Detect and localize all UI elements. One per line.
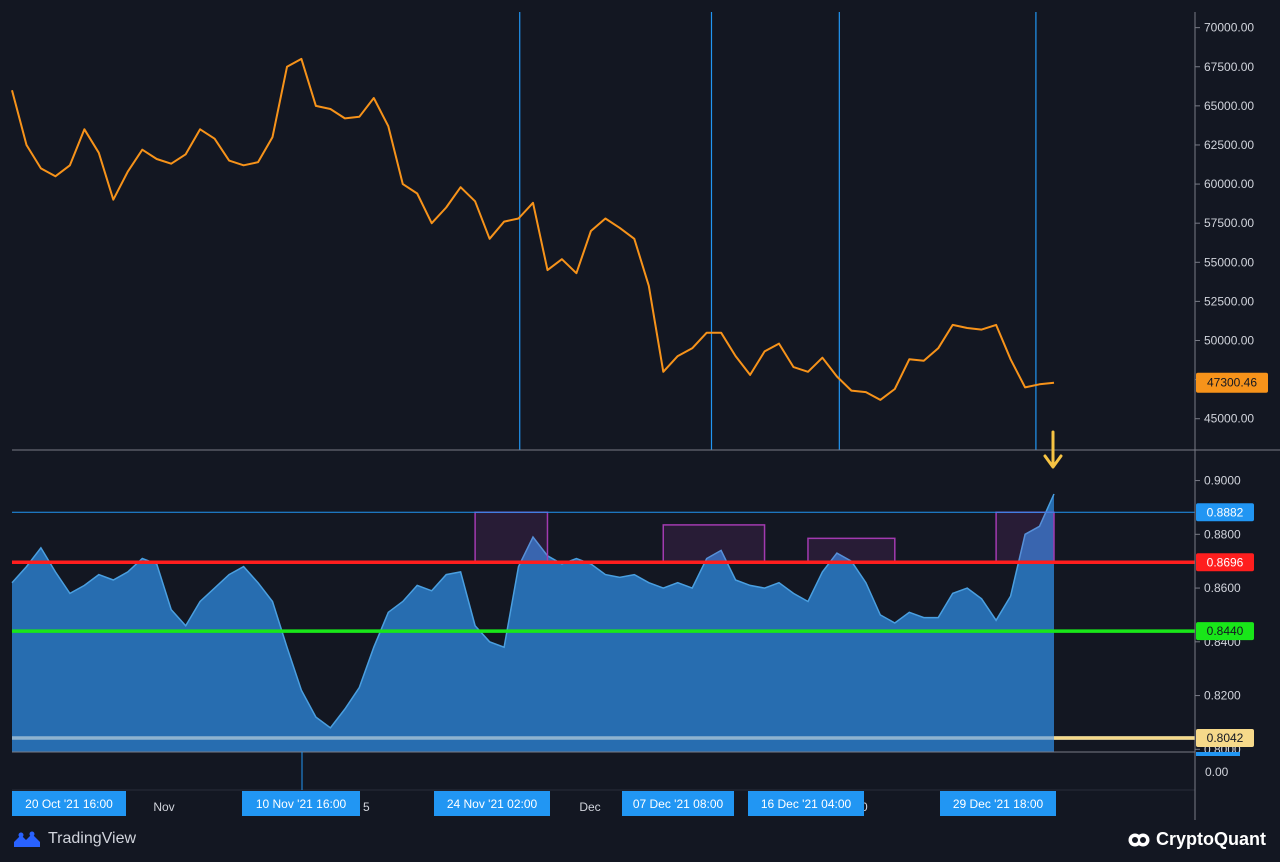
- ratio-area: [12, 494, 1054, 752]
- level-tag: 0.8882: [1196, 503, 1254, 522]
- price-tick-label: 62500.00: [1204, 138, 1254, 152]
- month-label-dec: Dec: [579, 800, 600, 814]
- zero-axis-tag: 0.00: [1196, 752, 1240, 779]
- zero-axis-bar: [1196, 752, 1240, 756]
- date-tag-bg: [940, 791, 1056, 816]
- date-tag-label: 10 Nov '21 16:00: [256, 797, 347, 811]
- level-tag: 0.8440: [1196, 622, 1254, 641]
- level-tags: 0.8882 0.8696 0.8440 0.8042: [1196, 503, 1254, 748]
- date-tag: 29 Dec '21 18:00: [940, 791, 1056, 816]
- price-tick-label: 65000.00: [1204, 99, 1254, 113]
- date-tag-bg: [12, 791, 126, 816]
- partial-date-label: 5: [363, 800, 370, 814]
- price-tick-label: 45000.00: [1204, 412, 1254, 426]
- date-tag-bg: [622, 791, 734, 816]
- price-line: [11, 57, 1055, 401]
- price-tick-label: 70000.00: [1204, 21, 1254, 35]
- level-tag-label: 0.8696: [1207, 555, 1244, 569]
- date-tag-bg: [748, 791, 864, 816]
- ratio-tick-label: 0.8800: [1204, 527, 1241, 541]
- date-tag-label: 07 Dec '21 08:00: [633, 797, 724, 811]
- level-tag-label: 0.8042: [1207, 731, 1244, 745]
- level-tag-label: 0.8882: [1207, 505, 1244, 519]
- price-tick-label: 67500.00: [1204, 60, 1254, 74]
- price-tick-label: 57500.00: [1204, 216, 1254, 230]
- partial-date-label: 0: [861, 800, 868, 814]
- level-tag: 0.8042: [1196, 729, 1254, 748]
- date-tag-bg: [434, 791, 550, 816]
- cryptoquant-logo[interactable]: CryptoQuant: [1128, 829, 1266, 850]
- ratio-tick-label: 0.9000: [1204, 474, 1241, 488]
- date-tag: 24 Nov '21 02:00: [434, 791, 550, 816]
- level-tag-bg: [1196, 503, 1254, 522]
- vertical-markers: [519, 12, 1037, 450]
- date-tag: 07 Dec '21 08:00: [622, 791, 734, 816]
- price-tick-label: 50000.00: [1204, 334, 1254, 348]
- last-price-tag-bg: [1196, 372, 1268, 393]
- highlight-boxes: [474, 511, 1055, 564]
- price-tick-label: 60000.00: [1204, 177, 1254, 191]
- ratio-line: [11, 493, 1055, 729]
- footer: TradingView CryptoQuant: [0, 820, 1280, 862]
- cryptoquant-icon: [1128, 833, 1150, 846]
- level-tag-bg: [1196, 729, 1254, 748]
- last-price-tag-label: 47300.46: [1207, 376, 1257, 390]
- date-tag: 16 Dec '21 04:00: [748, 791, 864, 816]
- tradingview-label: TradingView: [48, 830, 137, 847]
- date-tag-label: 16 Dec '21 04:00: [761, 797, 852, 811]
- price-tick-label: 55000.00: [1204, 255, 1254, 269]
- cryptoquant-label: CryptoQuant: [1156, 829, 1266, 849]
- date-tag-label: 24 Nov '21 02:00: [447, 797, 538, 811]
- date-tag: 20 Oct '21 16:00: [12, 791, 126, 816]
- date-tag-label: 20 Oct '21 16:00: [25, 797, 113, 811]
- month-label-nov: Nov: [153, 800, 174, 814]
- date-tag: 10 Nov '21 16:00: [242, 791, 360, 816]
- ratio-tick-label: 0.8600: [1204, 581, 1241, 595]
- ratio-tick-label: 0.8200: [1204, 689, 1241, 703]
- time-axis: Nov Dec 5 0 20 Oct '21 16:00 10 Nov '21 1…: [12, 752, 1056, 816]
- level-tag-label: 0.8440: [1207, 624, 1244, 638]
- level-lines: [12, 511, 1195, 740]
- highlight-box: [995, 511, 1055, 564]
- tradingview-logo[interactable]: TradingView: [12, 830, 136, 848]
- ratio-pane: [11, 493, 1195, 752]
- zero-axis-label: 0.00: [1205, 765, 1229, 779]
- price-axis: 45000.0047500.0050000.0052500.0055000.00…: [1195, 21, 1254, 426]
- level-tag: 0.8696: [1196, 553, 1254, 572]
- price-tick-label: 52500.00: [1204, 294, 1254, 308]
- price-pane: [11, 57, 1055, 401]
- highlight-box: [474, 511, 549, 564]
- highlight-box: [662, 524, 766, 564]
- level-tag-bg: [1196, 622, 1254, 641]
- date-tag-bg: [242, 791, 360, 816]
- last-price-tag: 47300.46: [1196, 372, 1268, 393]
- date-tags: 20 Oct '21 16:00 10 Nov '21 16:00 24 Nov '…: [12, 791, 1056, 816]
- down-arrow-icon: [1043, 430, 1063, 469]
- highlight-box: [807, 537, 896, 564]
- date-tag-label: 29 Dec '21 18:00: [953, 797, 1044, 811]
- level-tag-bg: [1196, 553, 1254, 572]
- tradingview-icon: [14, 831, 40, 847]
